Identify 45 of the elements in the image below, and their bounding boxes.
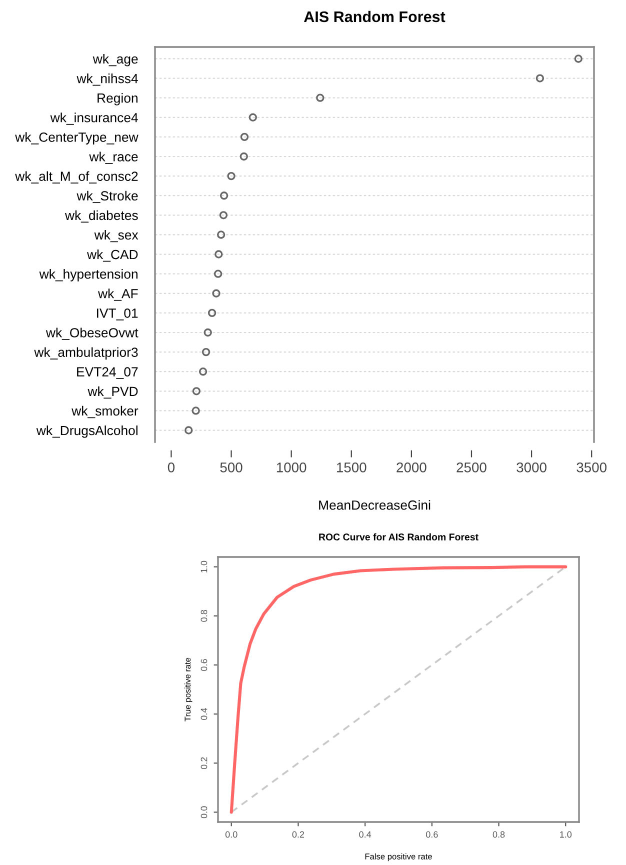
y-tick-label: wk_race (89, 152, 138, 164)
x-tick-label: 0.6 (426, 831, 438, 838)
x-tick-label: 0.4 (359, 831, 372, 838)
y-tick-label: wk_age (92, 54, 138, 66)
x-tick-label: 2500 (456, 462, 486, 472)
x-tick-label: 0.8 (492, 831, 505, 838)
y-tick-label: wk_sex (94, 230, 138, 242)
y-tick-label: wk_alt_M_of_consc2 (15, 171, 138, 184)
x-axis-title: False positive rate (365, 853, 432, 862)
y-tick-label: wk_AF (98, 288, 138, 301)
y-tick-label: wk_Stroke (76, 190, 138, 204)
chart-title: ROC Curve for AIS Random Forest (319, 533, 478, 540)
y-tick-label: wk_diabetes (64, 210, 138, 223)
y-tick-label: 0.2 (200, 757, 208, 770)
x-tick-label: 3500 (576, 462, 607, 472)
y-tick-label: 1.0 (200, 560, 208, 572)
y-axis-title: True positive rate (184, 658, 192, 722)
y-tick-label: EVT24_07 (77, 367, 138, 380)
y-tick-label: wk_CenterType_new (15, 132, 138, 144)
x-tick-label: 1500 (336, 462, 366, 472)
y-tick-label: wk_hypertension (39, 269, 138, 282)
y-tick-label: wk_PVD (88, 386, 138, 399)
y-tick-label: IVT_01 (97, 308, 138, 320)
x-tick-label: 2000 (396, 462, 426, 472)
chart-title: AIS Random Forest (304, 10, 446, 22)
y-tick-label: wk_ambulatprior3 (34, 347, 138, 360)
y-tick-label: wk_ObeseOvwt (46, 328, 138, 340)
y-tick-label: Region (98, 93, 138, 106)
y-tick-label: 0.8 (200, 610, 208, 622)
x-tick-label: 0.0 (225, 831, 238, 838)
y-tick-label: wk_DrugsAlcohol (36, 425, 138, 438)
y-tick-label: wk_nihss4 (76, 74, 138, 86)
x-tick-label: 1.0 (560, 831, 572, 838)
x-axis-title: MeanDecreaseGini (319, 500, 430, 510)
y-tick-label: wk_CAD (86, 249, 138, 262)
x-tick-label: 3000 (516, 462, 546, 472)
x-tick-label: 0.2 (292, 831, 304, 838)
x-tick-label: 0 (168, 462, 175, 472)
y-tick-label: wk_insurance4 (50, 112, 138, 125)
y-tick-label: 0.4 (200, 708, 208, 720)
x-tick-label: 1000 (276, 462, 306, 472)
y-tick-label: 0.6 (200, 659, 208, 671)
y-tick-label: wk_smoker (72, 406, 138, 418)
x-tick-label: 500 (220, 462, 242, 472)
y-tick-label: 0.0 (200, 806, 208, 818)
